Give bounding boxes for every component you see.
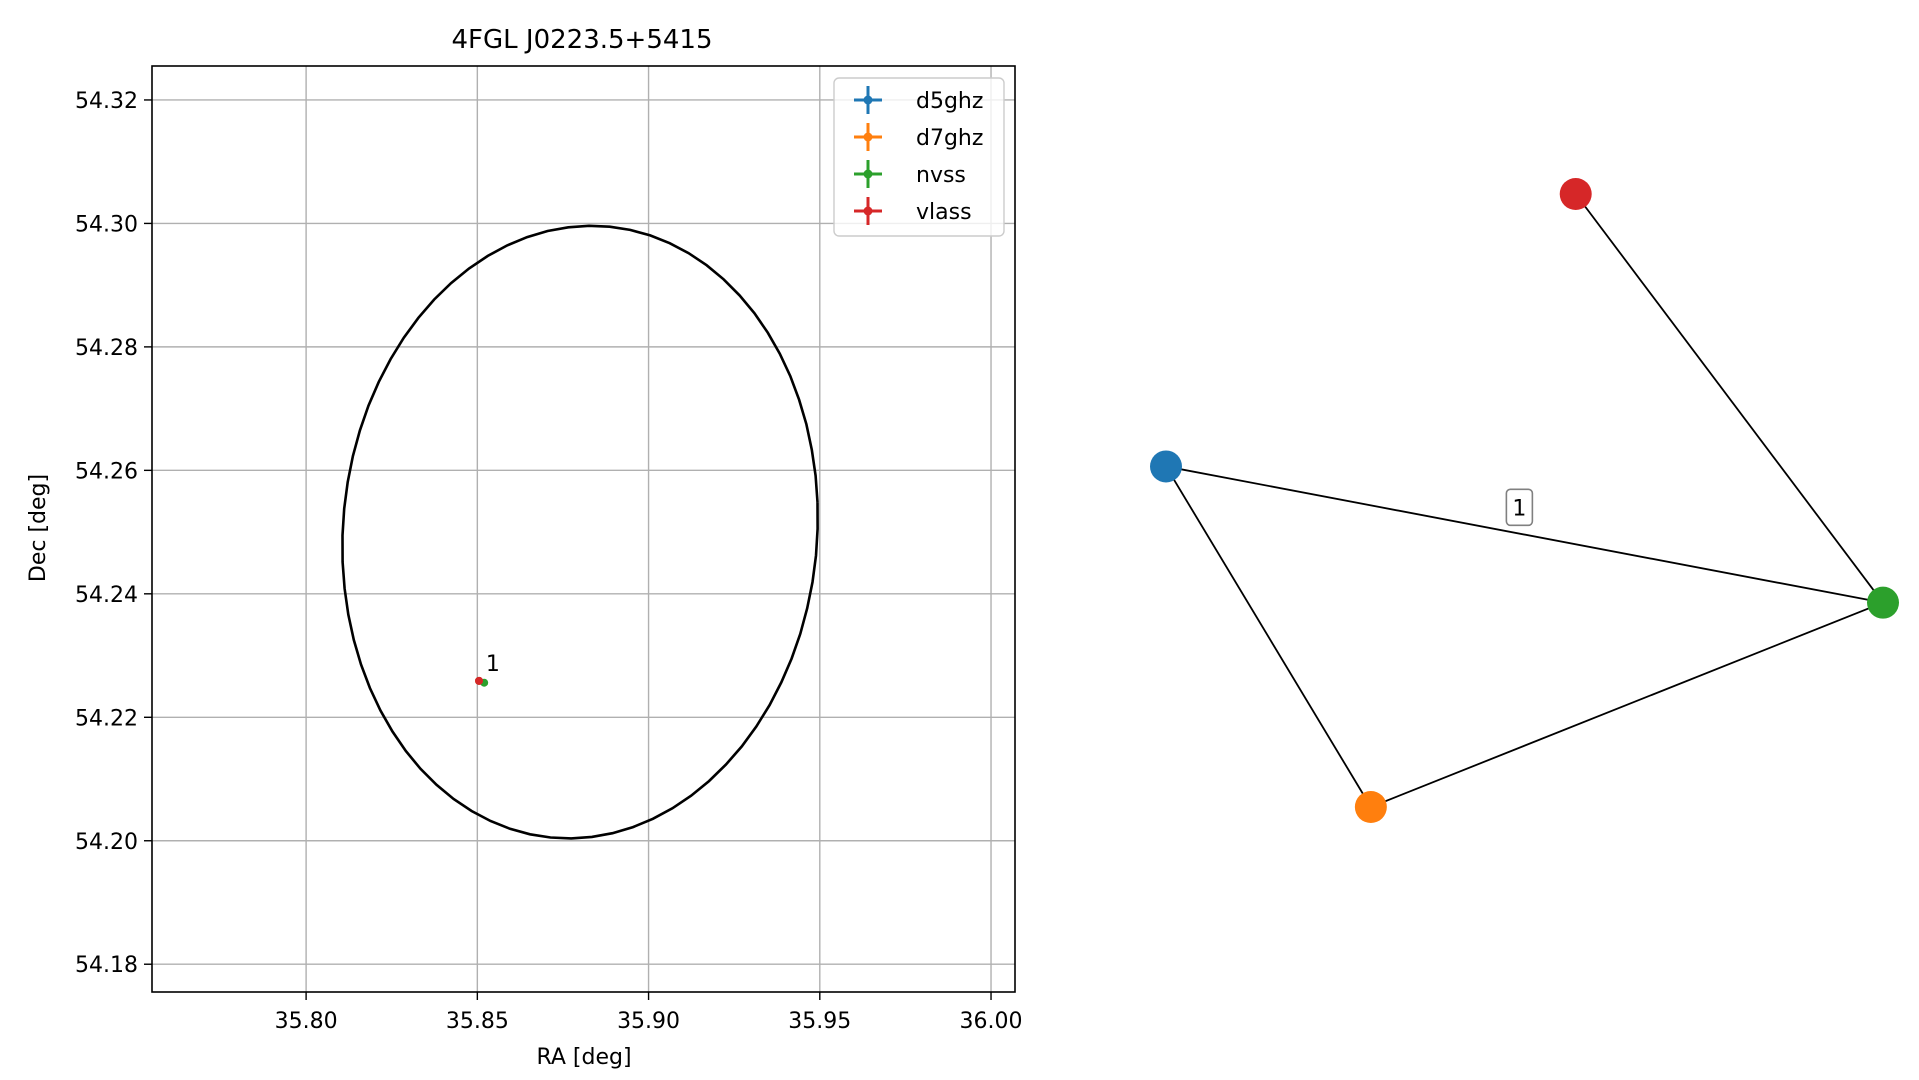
y-tick-label: 54.18	[75, 953, 138, 978]
edge-vlass-nvss	[1574, 193, 1884, 604]
graph-edge-labels: 1	[1505, 488, 1534, 527]
legend-marker-dot	[863, 95, 873, 105]
node-nvss	[1867, 586, 1899, 619]
graph-nodes	[1150, 178, 1899, 823]
point-vlass	[475, 676, 484, 685]
y-axis-ticks: 54.18 54.20 54.22 54.24 54.26 54.28 54.30 54.32	[75, 89, 152, 978]
edge-d7ghz-nvss	[1370, 601, 1884, 808]
sky-plot-panel: 4FGL J0223.5+5415 1 35.80 35.85 35.90 35.95…	[26, 25, 1023, 1070]
legend-marker-dot	[863, 169, 873, 179]
node-vlass	[1559, 178, 1592, 210]
x-tick-label: 35.85	[446, 1009, 509, 1034]
y-tick-label: 54.28	[75, 336, 138, 361]
network-graph-panel: 1	[1150, 178, 1899, 823]
legend-entry-nvss: nvss	[854, 160, 966, 188]
point-annotation: 1	[486, 652, 500, 677]
x-tick-label: 35.90	[617, 1009, 680, 1034]
edge-label: 1	[1505, 488, 1534, 527]
error-ellipse	[341, 224, 819, 840]
edge-label-text: 1	[1512, 496, 1526, 521]
plot-frame	[151, 65, 1016, 993]
legend-entry-d5ghz: d5ghz	[854, 86, 983, 114]
annotations: 1	[486, 652, 500, 677]
legend-marker-dot	[863, 132, 873, 142]
x-tick-label: 36.00	[960, 1009, 1023, 1034]
legend-marker-dot	[863, 206, 873, 216]
legend-label: nvss	[916, 163, 966, 188]
legend-label: d5ghz	[916, 89, 983, 114]
legend: d5ghz d7ghz nvss vlass	[833, 77, 1005, 237]
node-d5ghz	[1150, 450, 1182, 483]
error-ellipse-outline	[341, 224, 819, 840]
x-axis-ticks: 35.80 35.85 35.90 35.95 36.00	[275, 992, 1023, 1034]
node-d7ghz	[1354, 791, 1387, 823]
legend-label: vlass	[916, 200, 972, 225]
chart-title: 4FGL J0223.5+5415	[452, 25, 713, 55]
x-tick-label: 35.80	[275, 1009, 338, 1034]
y-tick-label: 54.22	[75, 706, 138, 731]
edge-d5ghz-d7ghz	[1165, 465, 1372, 808]
edge-label-box	[1505, 488, 1534, 527]
y-tick-label: 54.32	[75, 89, 138, 114]
x-tick-label: 35.95	[788, 1009, 851, 1034]
y-tick-label: 54.30	[75, 212, 138, 237]
y-tick-label: 54.24	[75, 583, 138, 608]
y-axis-label: Dec [deg]	[26, 474, 51, 582]
source-points	[475, 676, 489, 687]
legend-box	[833, 77, 1005, 237]
y-tick-label: 54.26	[75, 459, 138, 484]
legend-label: d7ghz	[916, 126, 983, 151]
y-tick-label: 54.20	[75, 830, 138, 855]
legend-entry-d7ghz: d7ghz	[854, 123, 983, 151]
graph-edges	[1165, 193, 1884, 808]
edge-d5ghz-nvss	[1165, 465, 1884, 604]
legend-entry-vlass: vlass	[854, 197, 972, 225]
x-axis-label: RA [deg]	[536, 1045, 631, 1070]
